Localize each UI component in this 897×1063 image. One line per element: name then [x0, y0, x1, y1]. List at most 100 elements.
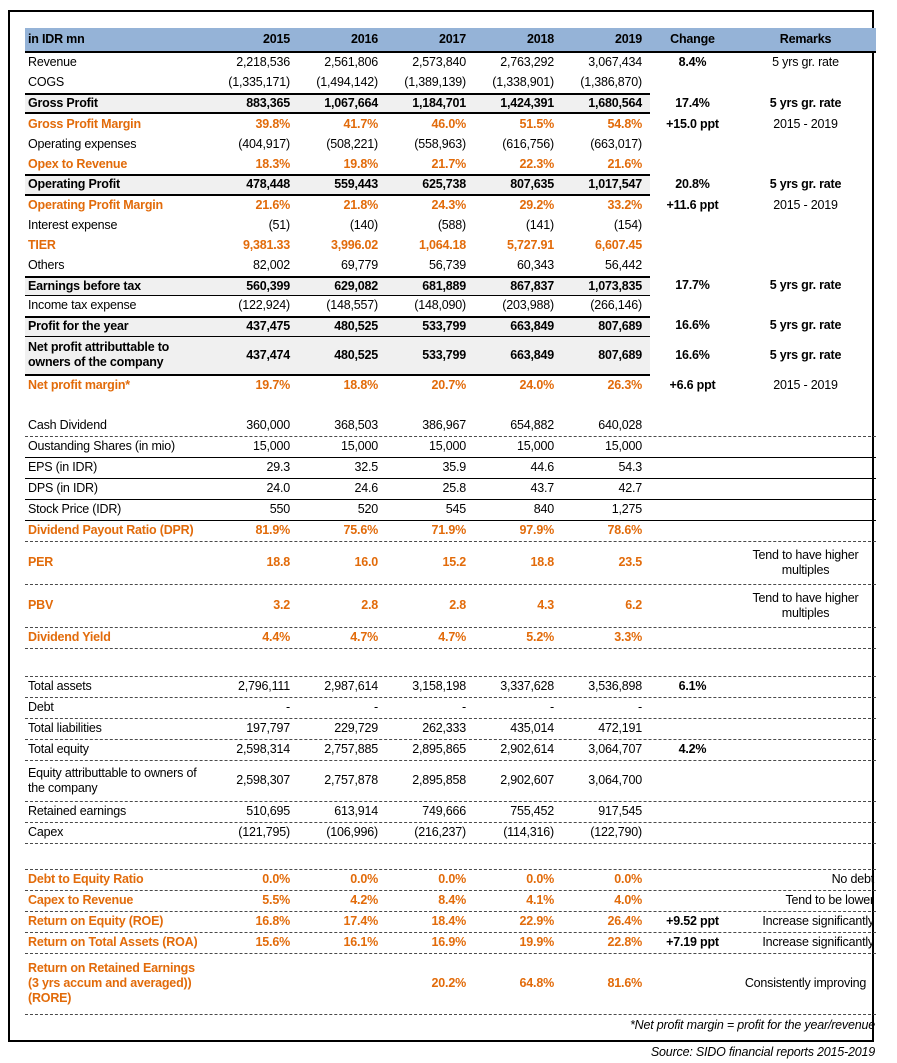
change-cell [650, 458, 735, 478]
value-cell-2018: (203,988) [502, 298, 554, 313]
source-caption: Source: SIDO financial reports 2015-2019 [650, 1045, 875, 1059]
value-cell-2015: (1,335,171) [228, 75, 290, 90]
value-cell-2019: 81.6% [607, 976, 643, 991]
value-cell-2016: 17.4% [343, 914, 379, 929]
value-cell-2019: (266,146) [590, 298, 642, 313]
change-cell [650, 542, 735, 584]
table-row: Capex to Revenue 5.5% 4.2% 8.4% 4.1% 4.0% Tend… [25, 891, 876, 912]
value-cell-2019: 56,442 [604, 257, 642, 272]
value-cell-2018: 435,014 [510, 721, 554, 736]
remarks-cell [735, 677, 876, 697]
value-cell-2017: 545 [445, 502, 466, 517]
value-cell-2016: 21.8% [343, 197, 379, 212]
value-cell-2015: 15,000 [252, 439, 290, 454]
table-row: Gross Profit 883,365 1,067,664 1,184,701 1,4… [25, 93, 876, 115]
header-year-2015: 2015 [262, 31, 290, 46]
remarks-cell: Tend to be lower [785, 893, 874, 908]
row-label: Net profit attributtable to owners of th… [25, 335, 210, 376]
header-remarks: Remarks [779, 31, 832, 46]
value-cell-2015: (51) [268, 217, 291, 232]
row-label: Return on Retained Earnings (3 yrs accum… [28, 960, 195, 1006]
row-label: Net profit margin* [28, 378, 130, 393]
value-cell-2017: (216,237) [414, 825, 466, 840]
value-cell-2016: 24.6 [354, 481, 378, 496]
value-cell-2018: 19.9% [519, 935, 555, 950]
row-label: Retained earnings [28, 804, 127, 819]
change-cell [650, 296, 735, 316]
value-cell-2016: 75.6% [343, 523, 379, 538]
change-cell: 6.1% [678, 679, 707, 694]
value-cell-2019: 54.3 [618, 460, 642, 475]
value-cell-2017: 25.8 [442, 481, 466, 496]
change-cell: 17.7% [675, 278, 710, 292]
value-cell-2018: 2,902,607 [500, 773, 554, 788]
table-row: Total liabilities 197,797 229,729 262,333 43… [25, 719, 876, 740]
value-cell-2018: 97.9% [519, 523, 555, 538]
table-row: Debt to Equity Ratio 0.0% 0.0% 0.0% 0.0% 0.0%… [25, 868, 876, 891]
value-cell-2015: 2,796,111 [238, 679, 290, 694]
value-cell-2018: 15,000 [516, 439, 554, 454]
value-cell-2017: 71.9% [431, 523, 467, 538]
remarks-cell [735, 761, 876, 801]
value-cell-2015: 29.3 [266, 460, 290, 475]
value-cell-2017: 533,799 [386, 335, 474, 376]
remarks-cell [735, 479, 876, 499]
value-cell-2015: 19.7% [255, 378, 291, 393]
value-cell-2016: (106,996) [326, 825, 378, 840]
value-cell-2016: 613,914 [334, 804, 378, 819]
table-row: DPS (in IDR) 24.0 24.6 25.8 43.7 42.7 [25, 479, 876, 500]
value-cell-2018: 64.8% [519, 976, 555, 991]
value-cell-2015: 510,695 [246, 804, 290, 819]
change-cell [650, 719, 735, 739]
value-cell-2017: (148,090) [414, 298, 466, 313]
table-row: Others 82,002 69,779 56,739 60,343 56,442 [25, 256, 876, 276]
value-cell-2018: (616,756) [502, 136, 554, 151]
value-cell-2018: 60,343 [516, 257, 554, 272]
footnote: *Net profit margin = profit for the year… [629, 1017, 875, 1032]
change-cell: +11.6 ppt [666, 197, 719, 212]
table-row: Operating Profit 478,448 559,443 625,738 807… [25, 174, 876, 196]
remarks-cell: 5 yrs gr. rate [769, 348, 842, 363]
table-row: Return on Equity (ROE) 16.8% 17.4% 18.4% 22.… [25, 912, 876, 933]
financial-table: in IDR mn 2015 2016 2017 2018 2019 Chang… [25, 28, 876, 1032]
table-row: PBV 3.2 2.8 2.8 4.3 6.2 Tend to have higher mu… [25, 585, 876, 628]
value-cell-2015: 21.6% [255, 197, 291, 212]
value-cell-2018: 24.0% [519, 378, 555, 393]
value-cell-2018: 5.2% [526, 630, 554, 645]
change-cell [650, 585, 735, 627]
value-cell-2017: 749,666 [422, 804, 466, 819]
change-cell [650, 134, 735, 154]
table-row: Oustanding Shares (in mio) 15,000 15,000 15… [25, 437, 876, 458]
value-cell-2016: 1,067,664 [298, 93, 386, 115]
value-cell-2016: 4.7% [350, 630, 378, 645]
remarks-cell [735, 256, 876, 276]
remarks-cell: Tend to have higher multiples [752, 547, 859, 577]
value-cell-2016: 16.1% [343, 935, 379, 950]
value-cell-2019: 1,680,564 [562, 93, 650, 115]
value-cell-2015: 197,797 [246, 721, 290, 736]
value-cell-2018: 663,849 [474, 335, 562, 376]
remarks-cell [735, 216, 876, 236]
table-row: Interest expense (51) (140) (588) (141) (154) [25, 216, 876, 236]
value-cell-2019: 4.0% [614, 893, 642, 908]
value-cell-2019: (122,790) [590, 825, 642, 840]
value-cell-2015: 3.2 [273, 598, 290, 613]
value-cell-2016: 629,082 [298, 275, 386, 296]
value-cell-2017: 18.4% [431, 914, 467, 929]
row-label: Income tax expense [28, 298, 137, 313]
value-cell-2017: 2,895,865 [412, 742, 466, 757]
value-cell-2019: 22.8% [607, 935, 643, 950]
remarks-cell [735, 236, 876, 256]
value-cell-2015: 2,218,536 [236, 55, 290, 70]
row-label: Total assets [28, 679, 92, 694]
value-cell-2018: - [550, 700, 554, 715]
value-cell-2017: 625,738 [386, 174, 474, 196]
value-cell-2018: (1,338,901) [492, 75, 554, 90]
table-row: Return on Total Assets (ROA) 15.6% 16.1% 16… [25, 933, 876, 954]
table-row: Dividend Yield 4.4% 4.7% 4.7% 5.2% 3.3% [25, 628, 876, 649]
table-row: Income tax expense (122,924) (148,557) (148… [25, 296, 876, 316]
row-label: Capex [28, 825, 64, 840]
value-cell-2018: 807,635 [474, 174, 562, 196]
value-cell-2019: 33.2% [607, 197, 643, 212]
value-cell-2015: (121,795) [238, 825, 290, 840]
